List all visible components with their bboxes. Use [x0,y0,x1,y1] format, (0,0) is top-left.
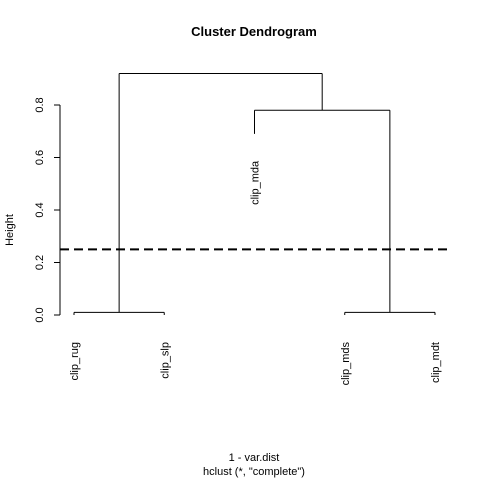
y-tick-label: 0.8 [34,97,46,112]
y-tick-label: 0.2 [34,255,46,270]
leaf-label-clip-mdt: clip_mdt [430,342,442,383]
x-axis-label: 1 - var.dist [229,452,280,464]
y-tick-label: 0.6 [34,150,46,165]
y-axis-label: Height [4,214,16,246]
x-axis-subtitle: hclust (*, "complete") [203,466,305,478]
leaf-label-clip-rug: clip_rug [69,342,81,381]
leaf-label-clip-mda: clip_mda [250,160,262,205]
dendrogram-tree [60,73,452,315]
leaf-label-clip-mds: clip_mds [340,342,352,386]
leaf-label-clip-slp: clip_slp [159,342,171,379]
chart-title: Cluster Dendrogram [191,24,317,39]
y-tick-label: 0.4 [34,202,46,217]
leaf-labels: clip_rug clip_slp clip_mda clip_mds clip_mdt [69,160,442,385]
y-tick-label: 0.0 [34,307,46,322]
y-axis: 0.0 0.2 0.4 0.6 0.8 [34,97,61,323]
